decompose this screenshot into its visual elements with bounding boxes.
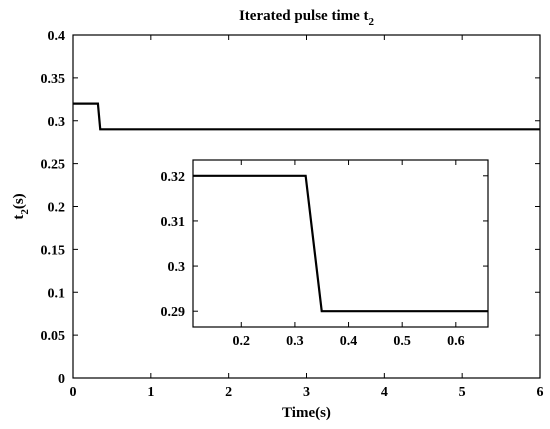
- main-x-tick-label: 1: [147, 385, 154, 400]
- chart-title-text: Iterated pulse time t: [239, 8, 369, 24]
- main-y-tick-label: 0.15: [41, 243, 66, 258]
- main-x-tick-label: 0: [70, 385, 77, 400]
- main-x-tick-label: 6: [537, 385, 544, 400]
- y-axis-label: t2(s): [11, 193, 31, 219]
- inset-plot: 0.2 0.3 0.4 0.5 0.6 0.29 0.3 0.31 0.32: [161, 159, 489, 349]
- inset-axes-frame: [192, 159, 489, 328]
- main-x-tick-label: 2: [225, 385, 232, 400]
- main-y-tick-label: 0.25: [41, 158, 66, 173]
- main-y-tick-label: 0.4: [48, 29, 66, 44]
- main-y-tick-label: 0.05: [41, 329, 66, 344]
- main-y-tick-label: 0.2: [48, 201, 66, 216]
- main-y-tick-label: 0.1: [48, 286, 66, 301]
- inset-series-line: [193, 174, 488, 313]
- y-axis-label-text: t: [11, 215, 27, 220]
- inset-x-tick-label: 0.5: [393, 334, 411, 349]
- chart-title: Iterated pulse time t2: [239, 8, 375, 28]
- main-y-tick-label: 0.3: [48, 115, 66, 130]
- main-x-tick-label: 5: [459, 385, 466, 400]
- main-x-tick-label: 3: [303, 385, 310, 400]
- inset-x-tick-label: 0.4: [340, 334, 358, 349]
- main-x-tick-label: 4: [381, 385, 388, 400]
- inset-x-tick-label: 0.2: [233, 334, 251, 349]
- y-axis-label-suffix: (s): [11, 193, 27, 209]
- chart-title-subscript: 2: [369, 16, 375, 28]
- inset-x-tick-label: 0.3: [286, 334, 304, 349]
- y-axis-label-subscript: 2: [19, 209, 31, 215]
- inset-y-tick-label: 0.3: [168, 260, 186, 275]
- inset-x-tick-label: 0.6: [447, 334, 465, 349]
- main-y-tick-label: 0: [58, 372, 65, 387]
- main-series-line: [73, 102, 540, 131]
- inset-y-tick-label: 0.31: [161, 215, 186, 230]
- inset-y-tick-label: 0.32: [161, 170, 186, 185]
- inset-y-tick-label: 0.29: [161, 305, 186, 320]
- x-axis-label: Time(s): [282, 405, 331, 421]
- main-plot: 0 1 2 3 4 5 6 0 0.05 0.1 0.15 0.2 0.25 0.3 0.35 0.4 Iter…: [11, 8, 544, 421]
- main-y-tick-label: 0.35: [41, 72, 66, 87]
